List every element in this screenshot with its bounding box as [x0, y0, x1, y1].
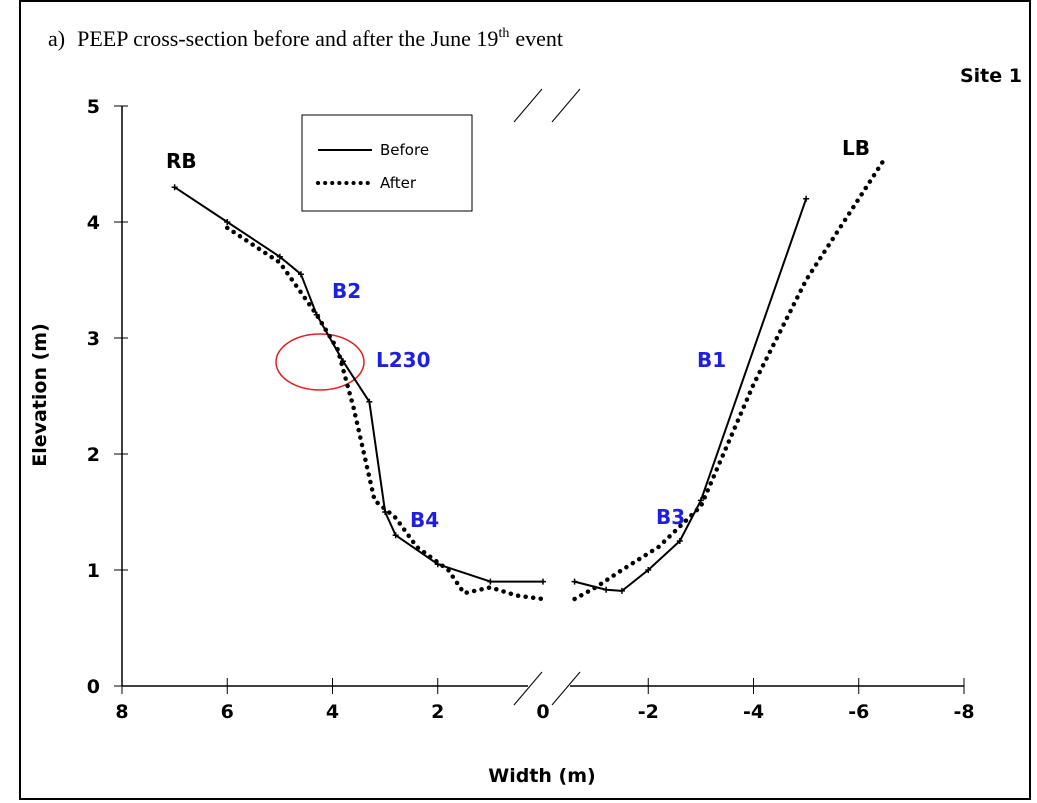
site-label: Site 1	[960, 65, 1022, 87]
point-marker	[297, 271, 304, 278]
y-tick-label: 3	[87, 328, 100, 350]
point-marker	[618, 587, 625, 594]
point-marker	[366, 398, 373, 405]
title-prefix: a)	[48, 26, 65, 51]
y-axis-label: Elevation (m)	[29, 323, 51, 467]
y-tick-label: 2	[87, 444, 100, 466]
legend-label: After	[380, 174, 417, 192]
point-marker	[803, 195, 810, 202]
title-end: event	[515, 26, 563, 51]
annotation: RB	[166, 149, 197, 173]
annotation: B4	[410, 508, 439, 532]
break-mark	[551, 88, 581, 123]
x-tick-label: 6	[221, 701, 234, 723]
point-marker	[392, 532, 399, 539]
x-tick-label: 8	[115, 701, 128, 723]
x-tick-label: -4	[743, 701, 764, 723]
series-line	[225, 155, 888, 602]
break-mark	[551, 671, 581, 706]
legend-label: Before	[380, 141, 429, 159]
x-tick-label: 4	[326, 701, 339, 723]
annotation: LB	[842, 136, 870, 160]
break-mark	[513, 671, 543, 706]
y-tick-label: 1	[87, 560, 100, 582]
annotation: B3	[656, 505, 685, 529]
annotation: B1	[697, 348, 726, 372]
title-main: PEEP cross-section before and after the …	[77, 26, 498, 51]
x-axis-label: Width (m)	[488, 765, 595, 787]
legend-box	[301, 114, 473, 212]
x-tick-label: 2	[431, 701, 444, 723]
axis-break	[513, 88, 581, 706]
point-marker	[676, 538, 683, 544]
point-marker	[276, 253, 283, 260]
point-marker	[603, 586, 610, 593]
y-tick-label: 0	[87, 676, 100, 698]
point-marker	[382, 509, 389, 515]
chart-title: a) PEEP cross-section before and after th…	[48, 26, 563, 51]
point-marker	[645, 567, 652, 573]
annotation: L230	[376, 348, 431, 372]
point-marker	[171, 184, 178, 191]
y-tick-label: 4	[87, 212, 100, 234]
point-marker	[540, 578, 546, 585]
break-gap	[528, 670, 570, 700]
x-tick-label: -2	[638, 701, 659, 723]
legend: Before After	[301, 114, 473, 212]
x-tick-label: -8	[953, 701, 974, 723]
x-tick-label: -6	[848, 701, 869, 723]
highlight-ellipse	[275, 333, 365, 391]
point-marker	[487, 578, 494, 585]
x-tick-label: 0	[536, 701, 549, 723]
series-line	[174, 186, 808, 592]
y-tick-label: 5	[87, 96, 100, 118]
frame	[19, 0, 1031, 800]
annotation: B2	[332, 279, 361, 303]
title-sup: th	[498, 26, 509, 41]
point-marker	[224, 219, 231, 225]
break-mark	[513, 88, 543, 123]
point-marker	[571, 578, 578, 585]
